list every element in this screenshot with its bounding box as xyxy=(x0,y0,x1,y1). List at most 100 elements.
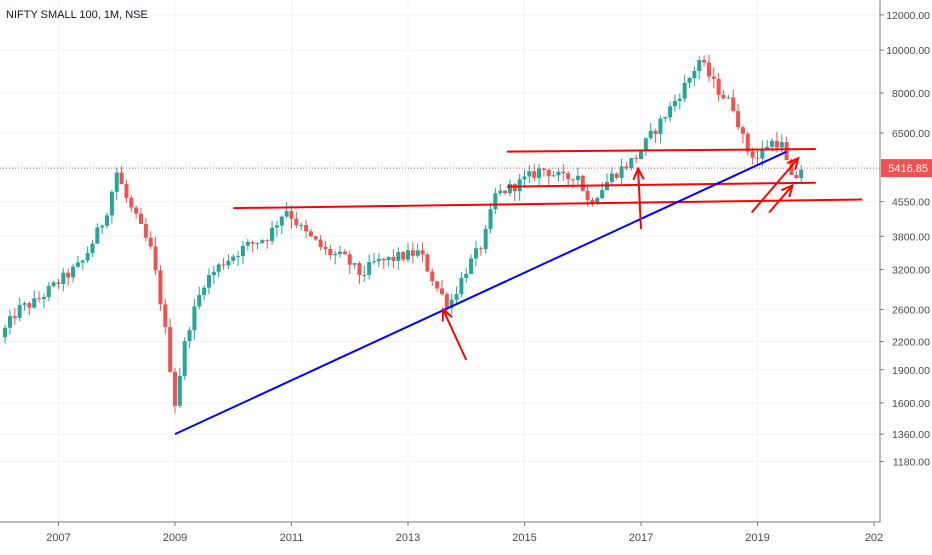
candle-body xyxy=(376,258,381,262)
candle-body xyxy=(507,183,512,194)
candle-body xyxy=(211,271,216,276)
candle-body xyxy=(580,175,585,191)
candle-body xyxy=(706,62,711,77)
candle-body xyxy=(619,166,624,178)
candle-body xyxy=(304,225,309,232)
candle-body xyxy=(100,225,105,228)
current-price-label: 5416.85 xyxy=(888,163,928,175)
candle-body xyxy=(668,106,673,118)
arrow-annotation[interactable] xyxy=(750,156,800,214)
horizontal-line[interactable] xyxy=(233,198,863,210)
candle-body xyxy=(755,157,760,159)
candle-body xyxy=(779,142,784,148)
candle-body xyxy=(391,256,396,261)
x-tick-label: 2007 xyxy=(46,532,70,544)
price-axis-bg xyxy=(880,0,932,550)
candle-body xyxy=(546,169,551,177)
candle-body xyxy=(221,264,226,266)
candle-body xyxy=(459,277,464,295)
candle-body xyxy=(716,78,721,95)
candle-body xyxy=(168,327,173,372)
candle-body xyxy=(614,173,619,178)
horizontal-line[interactable] xyxy=(507,181,816,188)
candle-body xyxy=(279,216,284,226)
candle-body xyxy=(658,118,663,134)
candle-body xyxy=(663,117,668,119)
candle-body xyxy=(561,171,566,174)
candle-body xyxy=(46,286,51,298)
candle-body xyxy=(396,252,401,261)
y-tick-label: 2600.00 xyxy=(892,304,930,316)
candle-body xyxy=(420,250,425,255)
candle-body xyxy=(187,330,192,342)
candle-body xyxy=(129,197,134,208)
candle-body xyxy=(439,288,444,295)
candle-body xyxy=(250,241,255,244)
candle-body xyxy=(372,261,377,263)
candle-body xyxy=(493,193,498,210)
candle-body xyxy=(575,175,580,180)
candle-body xyxy=(551,175,556,177)
candle-body xyxy=(653,130,658,134)
candle-body xyxy=(163,304,168,328)
y-tick-label: 3200.00 xyxy=(892,264,930,276)
arrow-annotation[interactable] xyxy=(632,166,645,229)
y-tick-label: 6500.00 xyxy=(892,128,930,140)
candle-body xyxy=(711,76,716,79)
candle-body xyxy=(556,171,561,176)
candle-body xyxy=(527,171,532,177)
candle-body xyxy=(362,274,367,276)
drawings-layer xyxy=(0,148,880,436)
candle-body xyxy=(66,272,71,278)
candle-body xyxy=(299,225,304,227)
candle-body xyxy=(85,253,90,261)
candle-body xyxy=(488,209,493,229)
candle-body xyxy=(687,78,692,83)
y-tick-label: 2200.00 xyxy=(892,337,930,349)
candle-body xyxy=(114,172,119,192)
candles-layer xyxy=(3,54,804,414)
candle-body xyxy=(27,303,32,308)
trend-line[interactable] xyxy=(174,150,788,436)
candle-body xyxy=(342,251,347,255)
candle-body xyxy=(624,166,629,169)
candle-body xyxy=(503,190,508,194)
candle-body xyxy=(522,176,527,180)
candle-body xyxy=(682,82,687,99)
arrow-annotation[interactable] xyxy=(441,307,468,361)
candle-body xyxy=(313,236,318,240)
candle-body xyxy=(760,149,765,159)
candle-body xyxy=(71,266,76,278)
candle-body xyxy=(95,227,100,244)
candle-body xyxy=(590,200,595,205)
y-tick-label: 1180.00 xyxy=(893,456,930,468)
arrow-annotation[interactable] xyxy=(768,183,794,214)
candle-body xyxy=(381,258,386,261)
candle-body xyxy=(328,249,333,256)
candle-body xyxy=(473,248,478,259)
candle-body xyxy=(289,211,294,219)
candle-body xyxy=(770,140,775,147)
y-tick-label: 10000.00 xyxy=(886,45,930,57)
x-tick-label: 2009 xyxy=(163,532,187,544)
candle-body xyxy=(274,225,279,228)
y-tick-label: 12000.00 xyxy=(886,10,930,22)
candle-body xyxy=(454,294,459,300)
y-tick-label: 1900.00 xyxy=(892,365,930,377)
y-tick-label: 1360.00 xyxy=(892,429,930,441)
candle-body xyxy=(134,207,139,214)
candle-body xyxy=(226,260,231,266)
candle-body xyxy=(697,60,702,71)
candle-body xyxy=(308,231,313,237)
candle-body xyxy=(333,253,338,256)
candle-body xyxy=(51,282,56,287)
x-tick-label: 2015 xyxy=(512,532,536,544)
candle-body xyxy=(672,100,677,107)
candle-body xyxy=(444,294,449,309)
candle-body xyxy=(255,242,260,244)
horizontal-line[interactable] xyxy=(507,148,816,153)
candle-body xyxy=(750,151,755,158)
candle-body xyxy=(517,179,522,192)
